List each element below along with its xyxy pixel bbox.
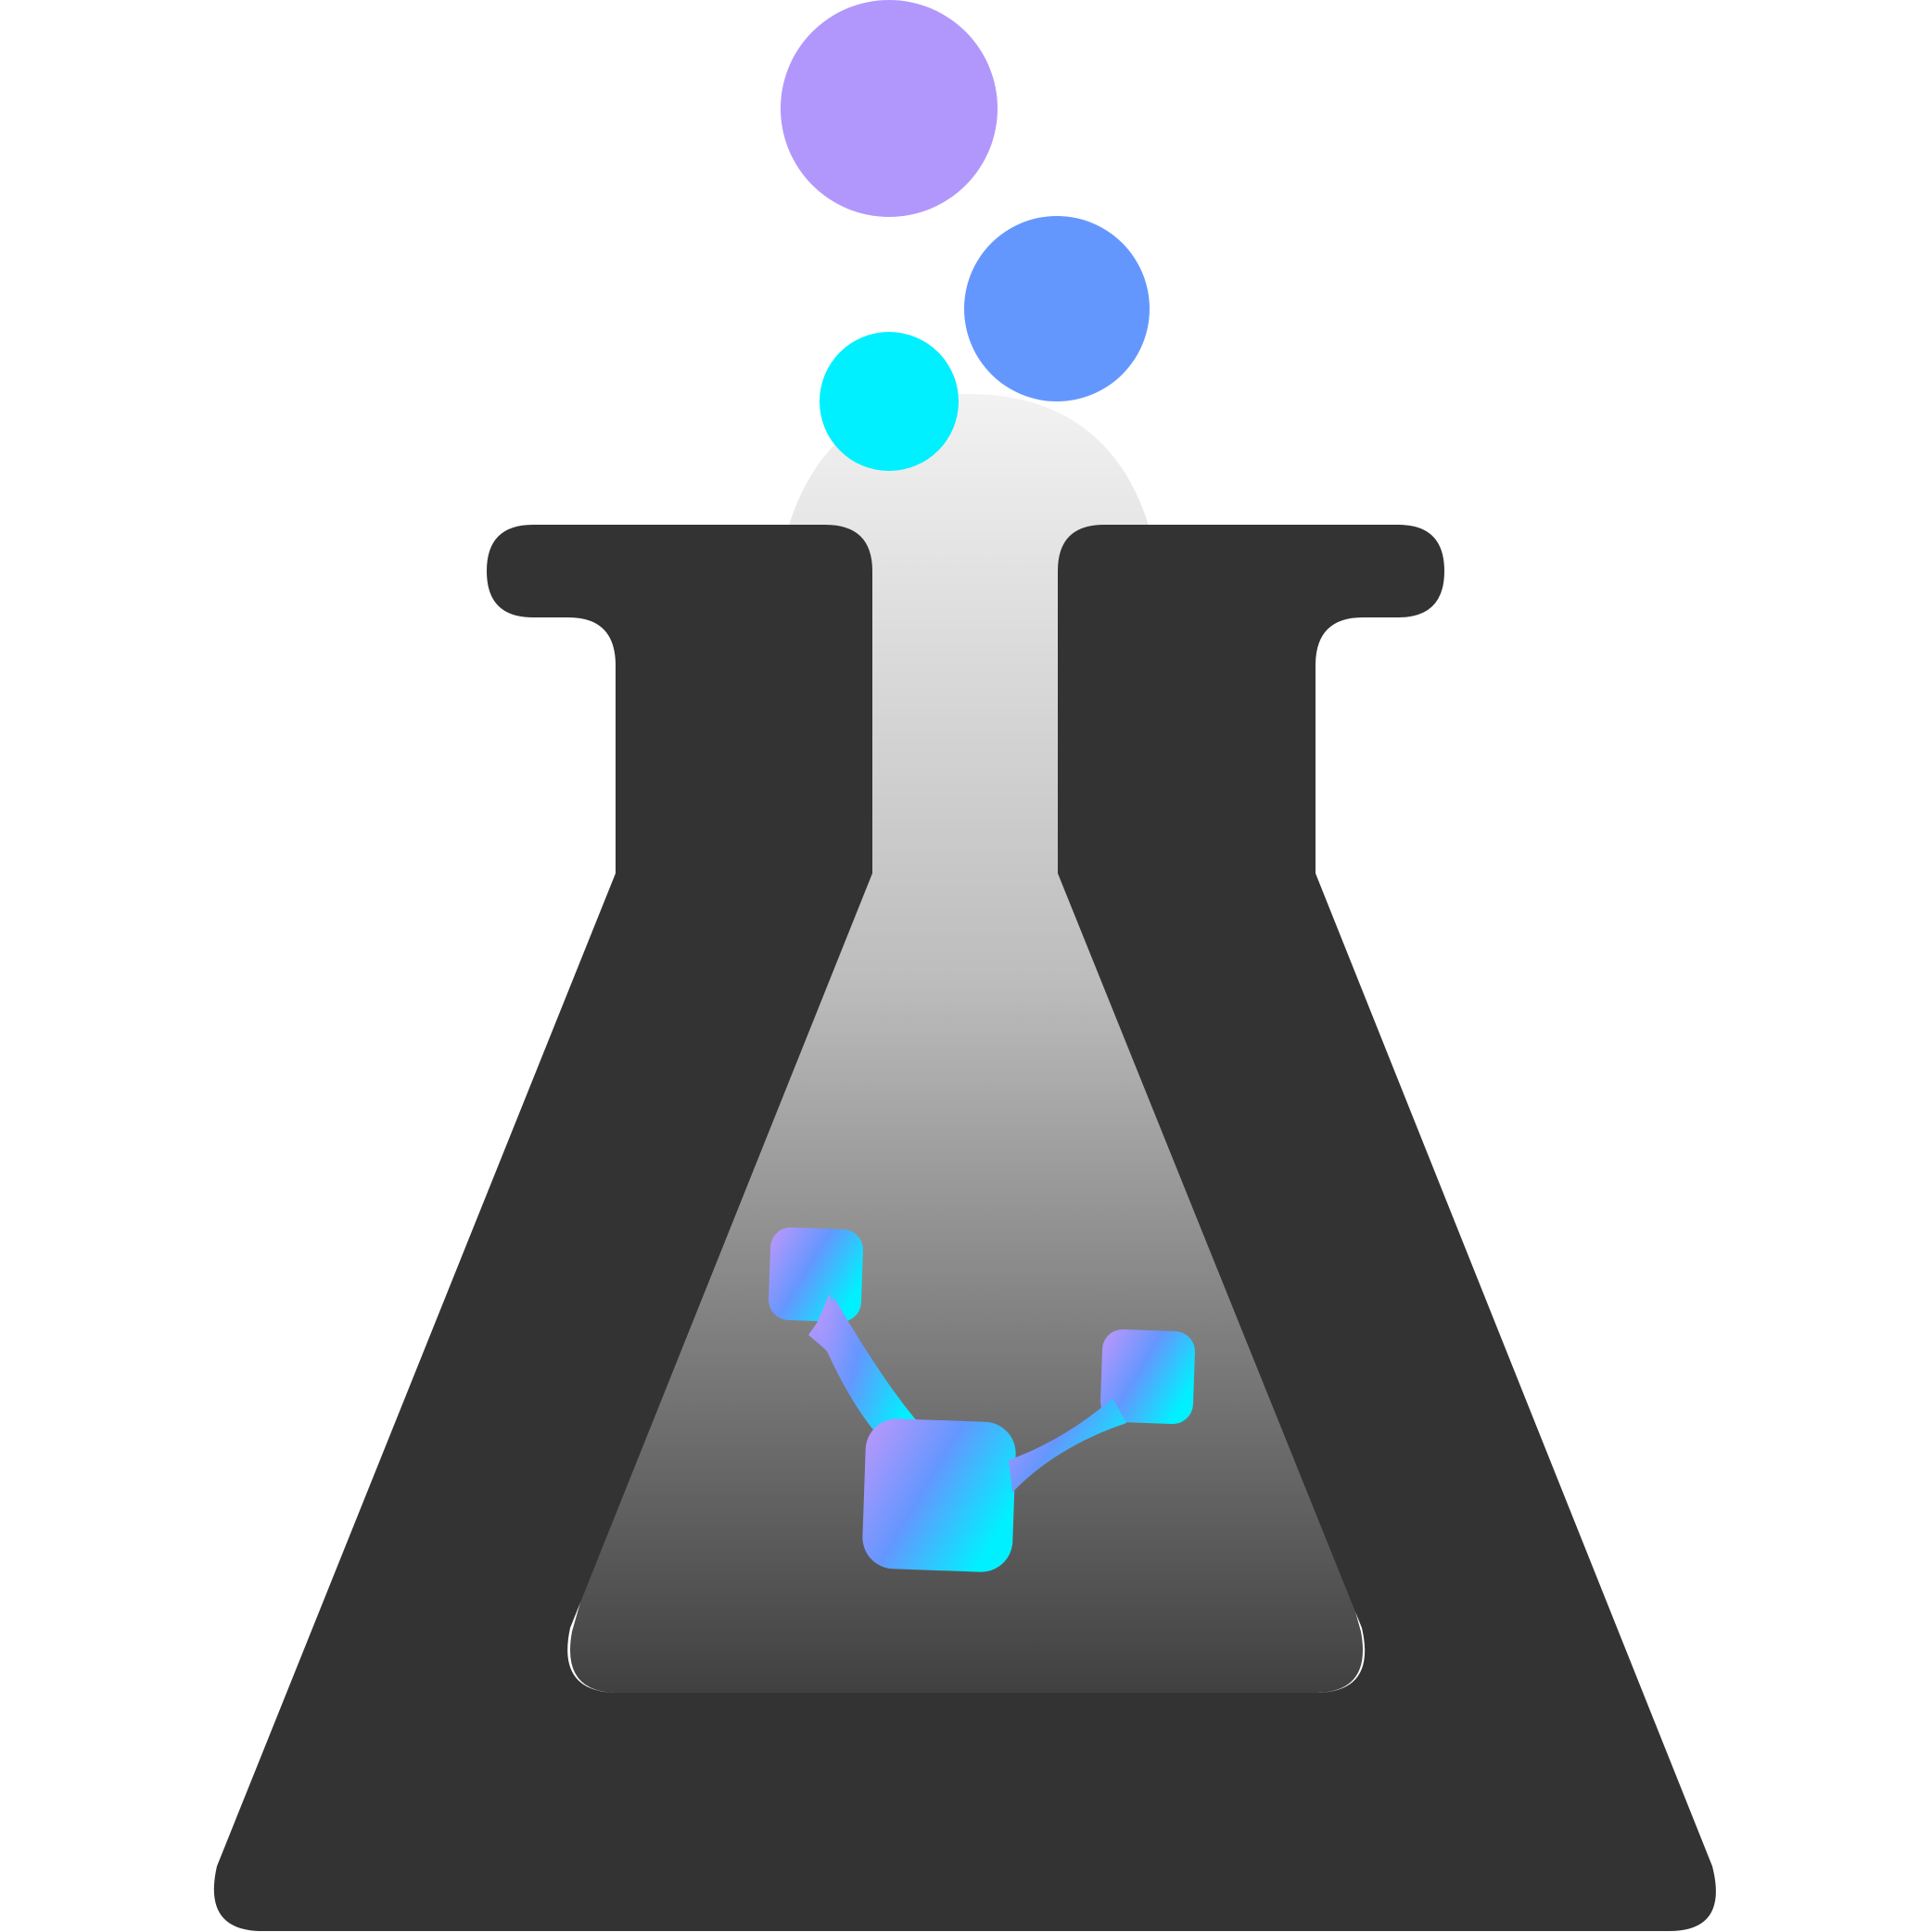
flask-icon (213, 525, 1716, 1931)
bubble-large-icon (781, 0, 998, 217)
bubble-small-icon (820, 332, 959, 471)
bubble-medium-icon (964, 216, 1150, 401)
molecule-icon (769, 1227, 1195, 1572)
